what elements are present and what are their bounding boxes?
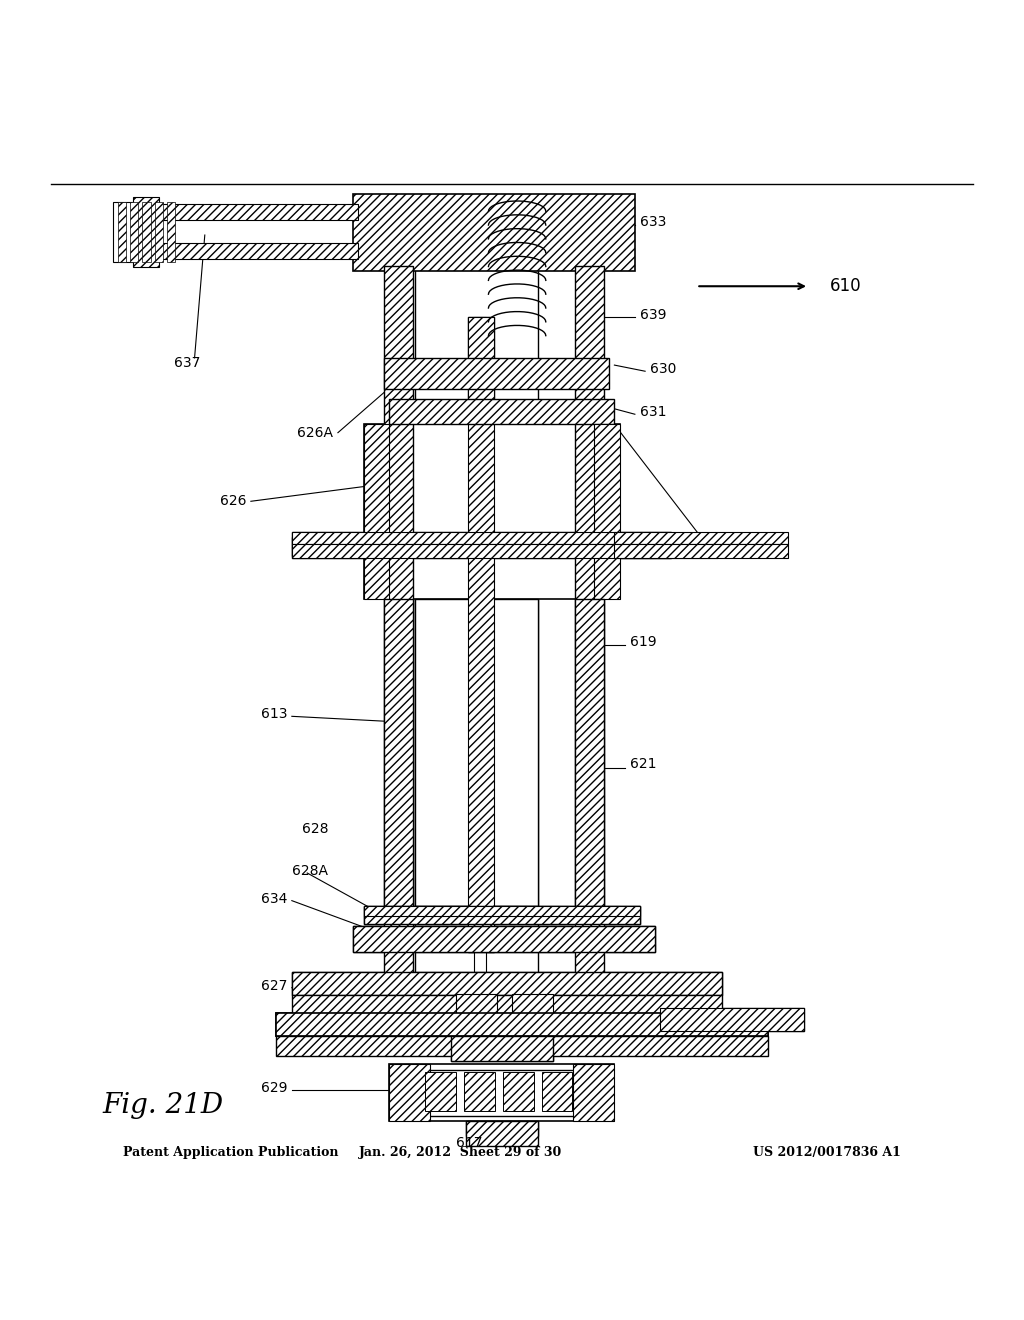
Text: 630: 630 [650, 362, 677, 376]
Bar [451, 1036, 553, 1061]
Bar [143, 205, 358, 219]
Bar [451, 994, 553, 1040]
Bar [292, 995, 722, 1014]
Text: 610: 610 [829, 277, 861, 296]
Text: 617: 617 [456, 1137, 482, 1150]
Bar [292, 973, 722, 995]
Bar [364, 425, 389, 598]
Bar [575, 598, 604, 906]
Bar [276, 1014, 768, 1036]
Text: 634: 634 [261, 891, 288, 906]
Text: 639: 639 [640, 308, 667, 322]
Bar [420, 1069, 584, 1115]
Text: 637: 637 [174, 356, 201, 370]
Bar [364, 425, 620, 598]
Bar [468, 317, 494, 952]
Bar [542, 1072, 572, 1110]
Bar [292, 532, 671, 544]
Text: Jan. 26, 2012  Sheet 29 of 30: Jan. 26, 2012 Sheet 29 of 30 [359, 1146, 562, 1159]
Bar [415, 598, 538, 906]
Bar [456, 994, 497, 1040]
Bar [451, 1036, 553, 1061]
Bar [292, 973, 722, 995]
Text: Fig. 21D: Fig. 21D [102, 1092, 223, 1119]
Bar [614, 532, 788, 544]
Bar [512, 994, 553, 1040]
Bar [143, 243, 358, 259]
Text: 628A: 628A [292, 865, 328, 878]
Bar [133, 197, 159, 267]
Text: US 2012/0017836 A1: US 2012/0017836 A1 [754, 1146, 901, 1159]
Bar [292, 544, 671, 557]
Bar [292, 532, 671, 557]
Text: 626: 626 [220, 494, 247, 508]
Bar [389, 399, 614, 425]
Bar [474, 317, 486, 1014]
Text: 613: 613 [261, 708, 288, 721]
Bar [614, 544, 788, 557]
Bar [384, 358, 609, 388]
Bar [464, 1072, 495, 1110]
Bar [292, 537, 671, 556]
Bar [468, 317, 494, 952]
Bar [364, 906, 640, 916]
Bar [364, 906, 640, 924]
Bar [389, 1064, 614, 1121]
Bar [425, 1072, 456, 1110]
Text: 626A: 626A [297, 425, 333, 440]
Bar [384, 598, 413, 906]
Bar [575, 265, 604, 1008]
Bar [384, 265, 413, 1008]
Bar [389, 199, 522, 265]
Text: 628: 628 [302, 822, 329, 836]
Bar [167, 202, 175, 261]
Text: 621: 621 [630, 758, 656, 771]
Text: 633: 633 [640, 215, 667, 228]
Bar [364, 906, 640, 924]
Bar [353, 927, 655, 952]
Bar [594, 425, 620, 598]
Bar [466, 1121, 538, 1137]
Text: 619: 619 [630, 635, 656, 648]
Bar [353, 927, 655, 952]
Text: Patent Application Publication: Patent Application Publication [123, 1146, 338, 1159]
Bar [130, 202, 138, 261]
Bar [113, 202, 138, 261]
Text: 629: 629 [261, 1081, 288, 1096]
Bar [573, 1064, 614, 1121]
Bar [503, 1072, 534, 1110]
Text: 627: 627 [261, 978, 288, 993]
Bar [466, 1121, 538, 1146]
Bar [353, 194, 635, 271]
Bar [155, 202, 163, 261]
Bar [118, 202, 126, 261]
Bar [389, 1064, 430, 1121]
Bar [415, 265, 538, 1008]
Bar [143, 210, 358, 256]
Bar [660, 1008, 804, 1031]
Bar [276, 1036, 768, 1056]
Bar [404, 360, 548, 385]
Bar [276, 1014, 768, 1036]
Bar [660, 1008, 804, 1031]
Text: 631: 631 [640, 405, 667, 420]
Bar [142, 202, 151, 261]
